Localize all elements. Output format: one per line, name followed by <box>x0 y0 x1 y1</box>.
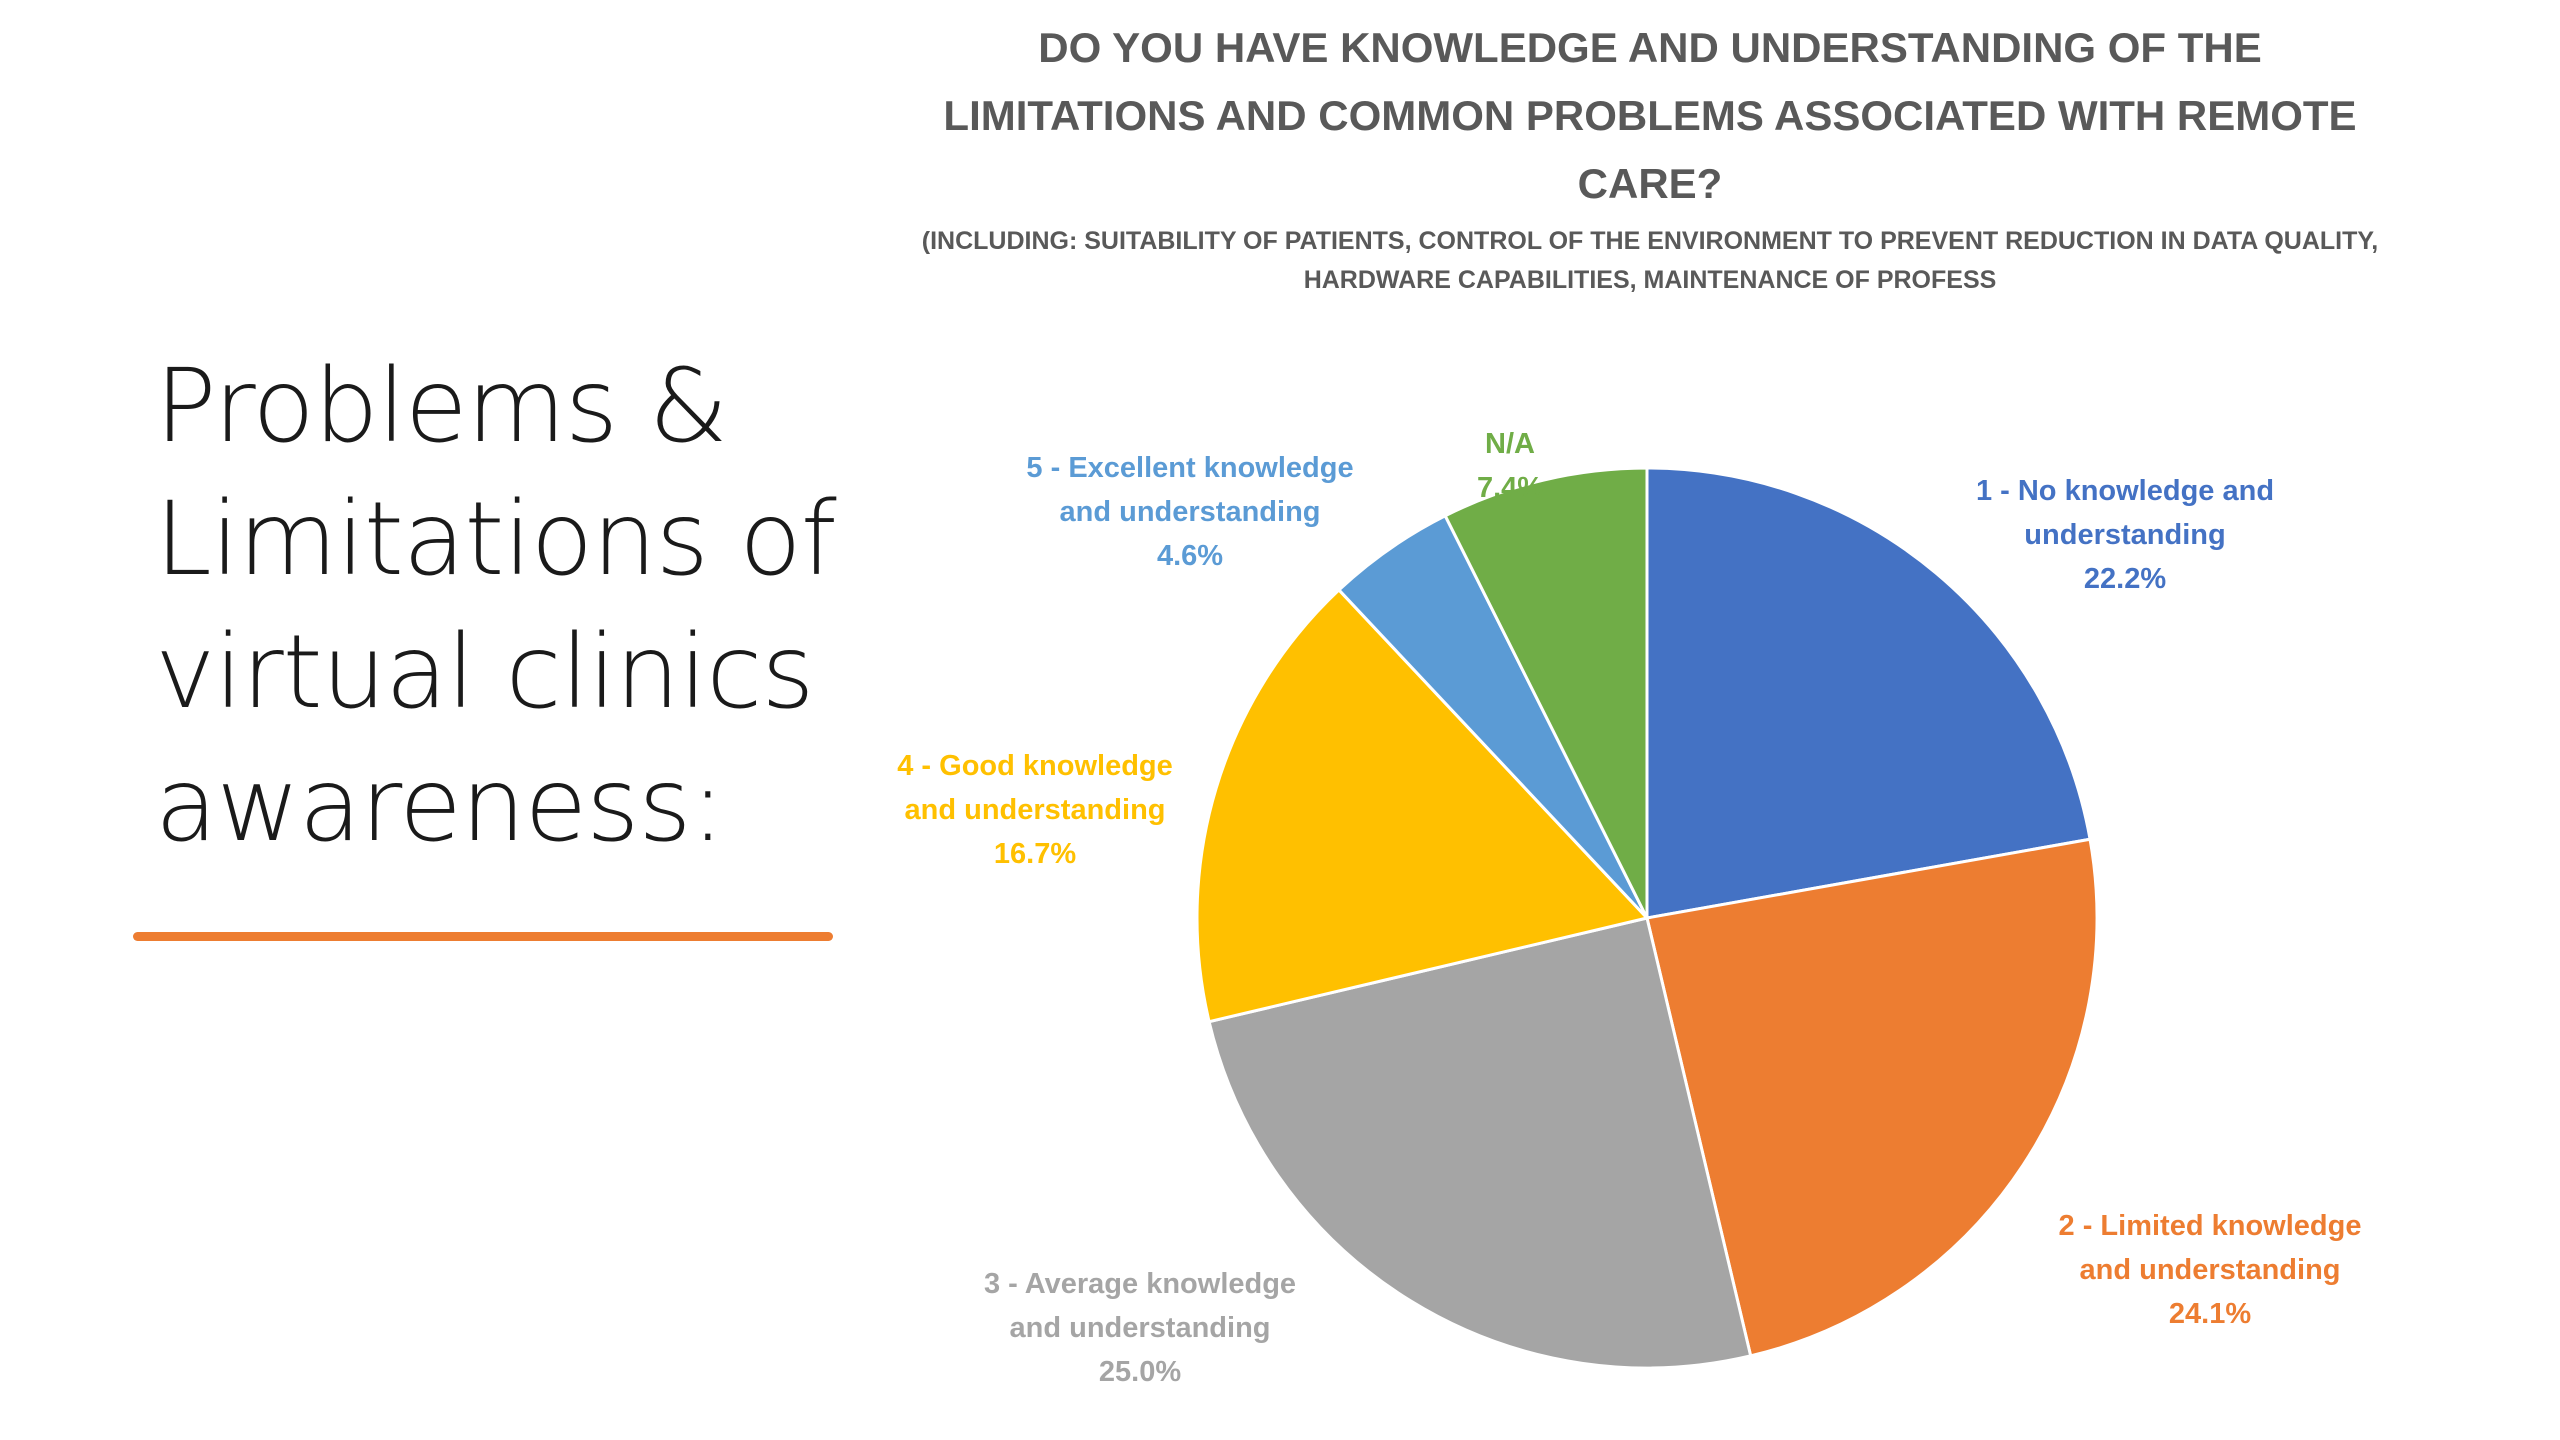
slice-label-na: N/A 7.4% <box>1410 378 1610 554</box>
slice-label-limited-knowledge: 2 - Limited knowledge and understanding … <box>2030 1160 2390 1380</box>
title-underline <box>133 932 833 941</box>
slice-label-percent: 22.2% <box>2083 563 2167 595</box>
slice-label-excellent-knowledge: 5 - Excellent knowledge and understandin… <box>1010 402 1370 622</box>
chart-title-block: DO YOU HAVE KNOWLEDGE AND UNDERSTANDING … <box>900 14 2400 300</box>
slice-label-text: N/A <box>1485 428 1535 460</box>
pie-slice-good-knowledge <box>1195 588 1649 1024</box>
slice-label-text: 2 - Limited knowledge and understanding <box>2058 1210 2362 1286</box>
pie-slice-average-knowledge <box>1207 916 1753 1370</box>
slice-label-text: 4 - Good knowledge and understanding <box>897 750 1173 826</box>
slice-label-percent: 16.7% <box>993 838 1077 870</box>
slice-label-text: 5 - Excellent knowledge and understandin… <box>1026 452 1354 528</box>
pie-slice-no-knowledge <box>1645 466 2092 920</box>
slice-label-percent: 25.0% <box>1098 1356 1182 1388</box>
slice-label-text: 3 - Average knowledge and understanding <box>983 1268 1297 1344</box>
slice-label-percent: 7.4% <box>1476 472 1544 504</box>
slice-label-average-knowledge: 3 - Average knowledge and understanding … <box>960 1218 1320 1438</box>
chart-subtitle: (INCLUDING: SUITABILITY OF PATIENTS, CON… <box>921 227 2379 294</box>
chart-title: DO YOU HAVE KNOWLEDGE AND UNDERSTANDING … <box>943 24 2357 207</box>
slice-label-no-knowledge: 1 - No knowledge and understanding 22.2% <box>1930 425 2320 645</box>
slice-label-percent: 4.6% <box>1156 540 1224 572</box>
pie-slice-na <box>1443 466 1649 920</box>
pie-slice-limited-knowledge <box>1645 837 2099 1358</box>
slice-label-good-knowledge: 4 - Good knowledge and understanding 16.… <box>875 700 1195 920</box>
slide-title: Problems & Limitations of virtual clinic… <box>155 347 837 865</box>
slice-label-percent: 24.1% <box>2168 1298 2252 1330</box>
slice-label-text: 1 - No knowledge and understanding <box>1975 475 2275 551</box>
